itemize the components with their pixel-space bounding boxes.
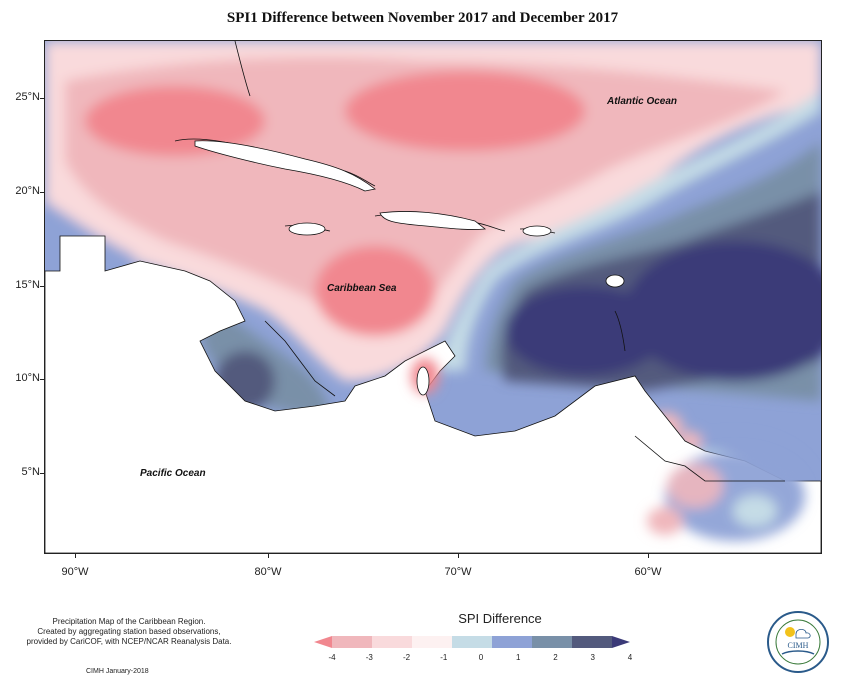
- cloud-icon: [795, 628, 811, 639]
- credit-text: CIMH January-2018: [86, 668, 149, 675]
- islands: [194, 140, 625, 396]
- lon-label-80w: 80°W: [254, 566, 282, 578]
- lat-tick: [40, 473, 45, 474]
- cimh-logo: CIMH: [767, 611, 829, 673]
- legend-swatch: [412, 636, 452, 648]
- lat-tick: [40, 192, 45, 193]
- lat-tick: [40, 379, 45, 380]
- field-navy-east: [625, 241, 821, 381]
- legend-title: SPI Difference: [458, 611, 542, 626]
- legend-boxes: [314, 636, 630, 648]
- label-atlantic-ocean: Atlantic Ocean: [606, 96, 677, 107]
- legend-tick-label: -4: [328, 653, 336, 662]
- lat-tick: [40, 286, 45, 287]
- lake-maracaibo: [416, 366, 430, 396]
- legend-tick-label: -3: [366, 653, 374, 662]
- field-red-gulf: [85, 86, 265, 156]
- field-pink-guianas-overlay: [667, 464, 723, 508]
- legend-tick-label: 3: [591, 653, 596, 662]
- florida-coast: [234, 41, 251, 97]
- hispaniola-island: [379, 211, 487, 230]
- lon-label-60w: 60°W: [634, 566, 662, 578]
- logo-text: CIMH: [788, 641, 809, 650]
- legend-swatch: [452, 636, 492, 648]
- cuba-island: [194, 140, 376, 192]
- legend-tick-label: 4: [628, 653, 633, 662]
- legend-tick-label: 2: [553, 653, 558, 662]
- spi-map: Atlantic Ocean Caribbean Sea Pacific Oce…: [44, 40, 822, 554]
- field-navy-central: [505, 286, 665, 376]
- description-line-2: Created by aggregating station based obs…: [37, 627, 221, 636]
- lon-label-70w: 70°W: [444, 566, 472, 578]
- lon-tick: [648, 553, 649, 558]
- field-lb-guianas-overlay: [733, 495, 777, 527]
- label-caribbean-sea: Caribbean Sea: [327, 283, 397, 294]
- description-line-1: Precipitation Map of the Caribbean Regio…: [52, 617, 206, 626]
- map-description: Precipitation Map of the Caribbean Regio…: [4, 617, 254, 647]
- jamaica-island: [288, 222, 326, 236]
- lat-label-25n: 25°N: [15, 91, 40, 103]
- guadeloupe-island: [605, 274, 625, 288]
- field-pink-south: [647, 507, 683, 535]
- legend-tick-label: 0: [479, 653, 484, 662]
- legend-swatch: [572, 636, 612, 648]
- legend-arrow-high: [612, 636, 630, 648]
- lat-label-5n: 5°N: [21, 466, 40, 478]
- field-red-caribbean: [315, 246, 435, 336]
- legend-tick-label: -1: [440, 653, 448, 662]
- legend-swatch: [532, 636, 572, 648]
- description-line-3: provided by CariCOF, with NCEP/NCAR Rean…: [26, 637, 232, 646]
- legend-swatch: [492, 636, 532, 648]
- lat-label-20n: 20°N: [15, 185, 40, 197]
- legend-tick-label: -2: [403, 653, 411, 662]
- puerto-rico-island: [522, 225, 552, 237]
- sun-icon: [785, 627, 795, 637]
- legend-colorbar: -4 -3 -2 -1 0 1 2 3 4: [314, 636, 633, 662]
- lat-tick: [40, 98, 45, 99]
- lon-tick: [458, 553, 459, 558]
- field-pink-cuba: [185, 166, 305, 216]
- lesser-antilles: [614, 310, 626, 352]
- legend-arrow-low: [314, 636, 332, 648]
- lat-label-10n: 10°N: [15, 372, 40, 384]
- lat-label-15n: 15°N: [15, 279, 40, 291]
- lon-tick: [268, 553, 269, 558]
- legend-swatch: [372, 636, 412, 648]
- guianas-borders: [634, 435, 785, 482]
- legend-ticks: -4 -3 -2 -1 0 1 2 3 4: [328, 653, 632, 662]
- lon-label-90w: 90°W: [61, 566, 89, 578]
- waves-icon: [781, 650, 815, 655]
- legend-tick-label: 1: [516, 653, 521, 662]
- field-red-atlantic: [345, 71, 585, 151]
- label-pacific-ocean: Pacific Ocean: [140, 468, 206, 479]
- lon-tick: [75, 553, 76, 558]
- central-america-borders: [264, 320, 336, 397]
- legend-swatch: [332, 636, 372, 648]
- map-title: SPI1 Difference between November 2017 an…: [226, 10, 619, 26]
